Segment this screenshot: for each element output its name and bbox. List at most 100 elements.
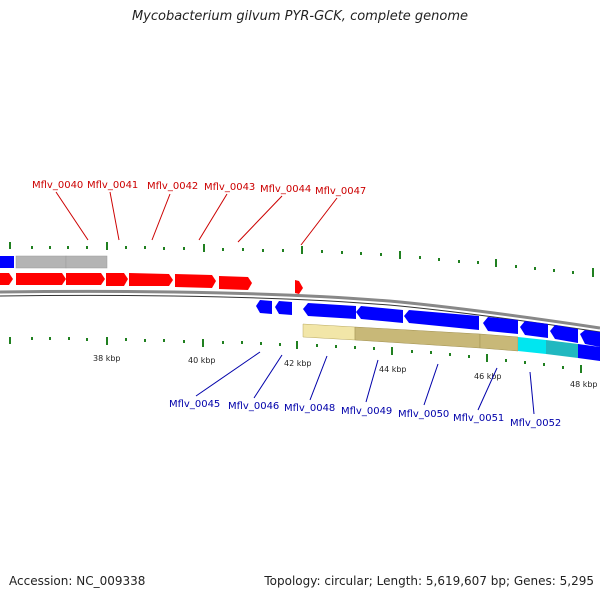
gene-label: Mflv_0044 [260, 184, 311, 195]
tick-mark [543, 363, 545, 366]
scale-labels: 38 kbp 40 kbp 42 kbp 44 kbp 46 kbp 48 kb… [93, 354, 598, 389]
tick-mark [360, 252, 362, 255]
tick-mark [9, 337, 11, 344]
scale-label: 44 kbp [379, 365, 407, 374]
tick-mark [202, 339, 204, 347]
gene-label: Mflv_0049 [341, 406, 392, 417]
tick-mark [572, 271, 574, 274]
tick-mark [106, 337, 108, 345]
tick-mark [486, 354, 488, 362]
leader-line [365, 359, 379, 403]
gene-label: Mflv_0040 [32, 180, 83, 191]
genome-stats: Topology: circular; Length: 5,619,607 bp… [264, 574, 594, 588]
tick-mark [380, 253, 382, 256]
tick-mark [458, 260, 460, 263]
scale-label: 46 kbp [474, 372, 502, 381]
forward-gene [16, 273, 66, 285]
tick-mark [399, 251, 401, 259]
tick-mark [163, 247, 165, 250]
scale-label: 48 kbp [570, 380, 598, 389]
forward-gene [106, 273, 128, 286]
cyan-feature [546, 340, 578, 358]
reverse-gene [550, 325, 578, 343]
tick-mark [86, 246, 88, 249]
leader-line [198, 193, 228, 241]
tick-mark [468, 355, 470, 358]
leader-line [423, 363, 439, 406]
tick-mark [260, 342, 262, 345]
gene-label: Mflv_0042 [147, 181, 198, 192]
forward-gene [0, 273, 13, 285]
tick-mark [144, 246, 146, 249]
map-title: Mycobacterium gilvum PYR-GCK, complete g… [131, 9, 469, 24]
tick-mark [419, 256, 421, 259]
tick-mark [86, 338, 88, 341]
khaki-feature [354, 326, 481, 349]
reverse-gene [483, 317, 518, 334]
tick-mark [391, 347, 393, 355]
cyan-feature [518, 337, 546, 354]
tick-mark [477, 261, 479, 264]
upper-tick-ruler [9, 242, 594, 277]
accession-label: Accession: NC_009338 [9, 574, 146, 588]
top-gene-labels: Mflv_0040 Mflv_0041 Mflv_0042 Mflv_0043 … [32, 180, 366, 246]
leader-line [300, 197, 338, 246]
gene-label: Mflv_0046 [228, 401, 279, 412]
gene-label: Mflv_0052 [510, 418, 561, 429]
blue-feature-edge [0, 256, 14, 268]
scale-label: 42 kbp [284, 359, 312, 368]
reverse-genes [256, 300, 600, 347]
khaki-feature [302, 323, 356, 341]
leader-line [253, 354, 283, 399]
forward-genes [0, 273, 303, 294]
tick-mark [242, 248, 244, 251]
reverse-gene [256, 300, 272, 314]
tick-mark [282, 249, 284, 252]
leader-line [195, 351, 261, 397]
tick-mark [203, 244, 205, 252]
leader-line [309, 355, 328, 401]
khaki-feature [479, 333, 519, 352]
grey-feature [15, 255, 67, 269]
tick-mark [68, 337, 70, 340]
reverse-gene [578, 344, 600, 361]
tick-mark [515, 265, 517, 268]
tick-mark [592, 268, 594, 277]
tick-mark [580, 365, 582, 373]
tick-mark [279, 343, 281, 346]
forward-gene [129, 273, 173, 286]
tick-mark [125, 338, 127, 341]
reverse-gene [303, 303, 356, 319]
reverse-gene [580, 330, 600, 347]
leader-line [477, 367, 498, 411]
scale-label: 38 kbp [93, 354, 121, 363]
gene-label: Mflv_0041 [87, 180, 138, 191]
gene-label: Mflv_0045 [169, 399, 220, 410]
tick-mark [241, 341, 243, 344]
forward-gene [295, 280, 303, 294]
leader-line [109, 191, 120, 241]
tick-mark [553, 269, 555, 272]
tick-mark [222, 248, 224, 251]
tick-mark [438, 258, 440, 261]
tick-mark [49, 246, 51, 249]
leader-line [529, 371, 535, 415]
forward-gene [175, 274, 216, 288]
tick-mark [562, 366, 564, 369]
tick-mark [31, 246, 33, 249]
tick-mark [373, 347, 375, 350]
tick-mark [49, 337, 51, 340]
tick-mark [301, 246, 303, 254]
tick-mark [321, 250, 323, 253]
tick-mark [534, 267, 536, 270]
reverse-gene [275, 301, 292, 315]
tick-mark [495, 259, 497, 267]
tick-mark [106, 242, 108, 250]
leader-line [151, 193, 171, 241]
reverse-gene [356, 306, 403, 323]
gene-label: Mflv_0051 [453, 413, 504, 424]
gene-label: Mflv_0047 [315, 186, 366, 197]
tick-mark [430, 351, 432, 354]
tick-mark [316, 344, 318, 347]
